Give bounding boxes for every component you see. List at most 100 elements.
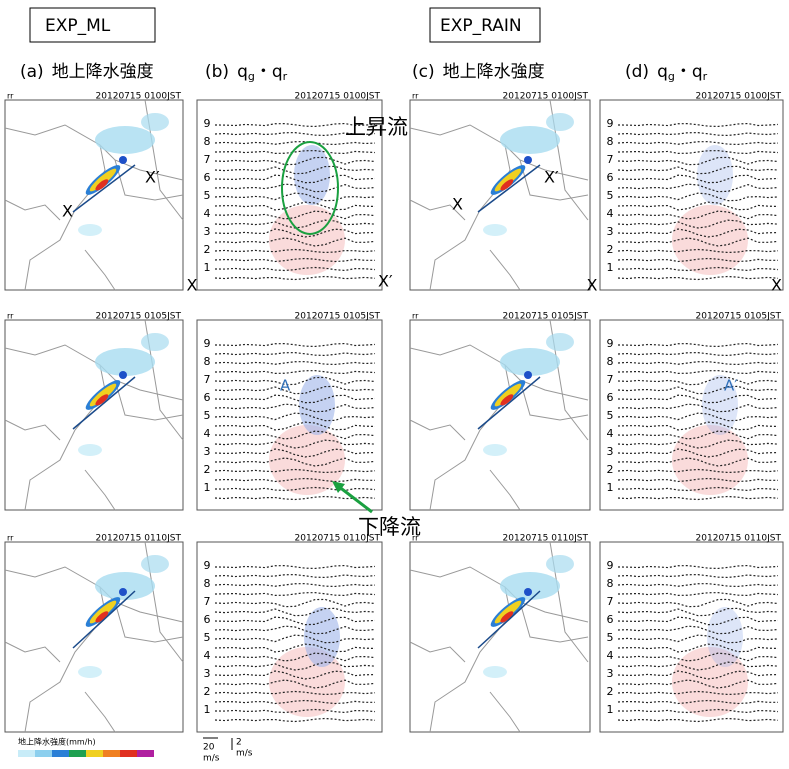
map-label: rr <box>412 312 419 321</box>
colorbar-swatch <box>86 750 103 757</box>
height-tick-label: 1 <box>204 481 211 494</box>
light-rain <box>546 333 574 351</box>
height-tick-label: 8 <box>204 355 211 368</box>
timestamp: 20120715 0105JST <box>503 312 589 322</box>
colorbar-swatch <box>120 750 137 757</box>
light-rain <box>141 333 169 351</box>
colorbar-swatch <box>35 750 52 757</box>
height-tick-label: 3 <box>607 225 614 238</box>
height-tick-label: 8 <box>607 577 614 590</box>
title-part: g <box>248 70 255 83</box>
height-tick-label: 5 <box>607 409 614 422</box>
section-end: X′ <box>145 168 160 187</box>
title-part: 地上降水強度 <box>443 62 545 82</box>
timestamp: 20120715 0110JST <box>96 534 182 544</box>
title-part: ・q <box>255 62 283 82</box>
height-tick-label: 7 <box>204 595 211 608</box>
height-tick-label: 7 <box>204 373 211 386</box>
panel: 20120715 0105JST rr <box>410 312 590 511</box>
height-tick-label: 6 <box>607 391 614 404</box>
timestamp: 20120715 0100JST <box>295 92 381 102</box>
height-tick-label: 7 <box>607 373 614 386</box>
colorbar-swatch <box>137 750 154 757</box>
light-rain <box>546 555 574 573</box>
title-part: 地上降水強度 <box>52 62 154 82</box>
point-label: A <box>280 377 291 395</box>
height-tick-label: 9 <box>204 117 211 130</box>
panel: 20120715 0100JST123456789 <box>600 92 783 291</box>
page: EXP_ML EXP_RAIN (a)地上降水強度(b)qg・qr(c)地上降水… <box>0 0 789 769</box>
light-rain <box>95 126 155 154</box>
light-rain <box>78 444 102 456</box>
height-tick-label: 2 <box>607 243 614 256</box>
timestamp: 20120715 0100JST <box>503 92 589 102</box>
timestamp: 20120715 0105JST <box>696 312 782 322</box>
header: EXP_RAIN <box>440 16 522 36</box>
height-tick-label: 2 <box>204 243 211 256</box>
height-tick-label: 1 <box>607 703 614 716</box>
height-tick-label: 7 <box>204 153 211 166</box>
vector-legend: 2 <box>236 738 242 748</box>
height-tick-label: 4 <box>204 207 211 220</box>
map-label: rr <box>7 312 14 321</box>
light-rain <box>546 113 574 131</box>
height-tick-label: 1 <box>204 261 211 274</box>
section-end: X′ <box>378 272 393 291</box>
title-part: q <box>657 62 668 82</box>
light-rain <box>141 113 169 131</box>
panel: 20120715 0110JST123456789 <box>600 534 783 733</box>
height-tick-label: 5 <box>607 631 614 644</box>
title-part: (d) <box>625 62 649 82</box>
colorbar-swatch <box>18 750 35 757</box>
qg-region <box>294 145 330 205</box>
qg-region <box>707 607 743 667</box>
height-tick-label: 4 <box>607 649 614 662</box>
column-title: (b)qg・qr <box>205 62 288 83</box>
light-rain <box>500 572 560 600</box>
colorbar-swatch <box>52 750 69 757</box>
light-rain <box>483 444 507 456</box>
height-tick-label: 9 <box>204 559 211 572</box>
column-title: (d)qg・qr <box>625 62 708 83</box>
height-tick-label: 4 <box>204 427 211 440</box>
map-label: rr <box>7 534 14 543</box>
figure: EXP_ML EXP_RAIN (a)地上降水強度(b)qg・qr(c)地上降水… <box>0 0 789 765</box>
height-tick-label: 2 <box>607 685 614 698</box>
panel: 20120715 0105JST123456789 <box>600 312 783 511</box>
timestamp: 20120715 0105JST <box>96 312 182 322</box>
height-tick-label: 8 <box>607 135 614 148</box>
height-tick-label: 9 <box>204 337 211 350</box>
title-part: ・q <box>675 62 703 82</box>
height-tick-label: 8 <box>607 355 614 368</box>
rain-cell <box>119 371 127 379</box>
height-tick-label: 7 <box>607 595 614 608</box>
height-tick-label: 6 <box>204 613 211 626</box>
timestamp: 20120715 0110JST <box>503 534 589 544</box>
section-end: X <box>587 276 598 295</box>
colorbar-swatch <box>103 750 120 757</box>
downdraft-label: 下降流 <box>358 515 421 539</box>
qg-region <box>299 375 335 435</box>
height-tick-label: 1 <box>607 261 614 274</box>
qg-region <box>697 145 733 205</box>
height-tick-label: 9 <box>607 117 614 130</box>
light-rain <box>500 126 560 154</box>
height-tick-label: 2 <box>204 685 211 698</box>
rain-cell <box>119 156 127 164</box>
height-tick-label: 6 <box>204 391 211 404</box>
title-part: g <box>668 70 675 83</box>
column-title: (c)地上降水強度 <box>412 62 545 82</box>
colorbar-swatch <box>69 750 86 757</box>
panels: (a)地上降水強度(b)qg・qr(c)地上降水強度(d)qg・qr201207… <box>5 62 783 732</box>
section-end: X′ <box>544 168 559 187</box>
title-part: r <box>283 70 288 83</box>
rain-cell <box>524 156 532 164</box>
rain-cell <box>119 588 127 596</box>
height-tick-label: 6 <box>204 171 211 184</box>
light-rain <box>141 555 169 573</box>
rain-cell <box>524 588 532 596</box>
updraft-label: 上昇流 <box>345 115 408 139</box>
